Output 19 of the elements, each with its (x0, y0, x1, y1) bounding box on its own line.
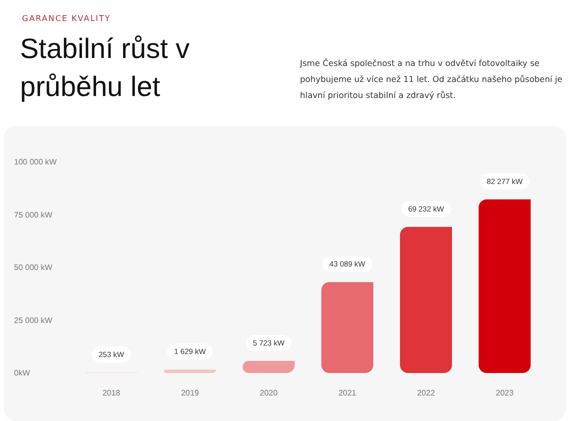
text: Jsme Česká společnost a na trhu v odvětví fotovoltaiky se pohybujeme už více než 11 let. Od začátku našeho působení je hlavní prioritou stabilní a zdravý růst. (300, 57, 564, 102)
y-tick-label: 25 000 kW (14, 316, 53, 325)
chart-title: Stabilní růst v průběhu let (20, 32, 191, 104)
bar (400, 226, 452, 373)
x-tick-label: 2019 (181, 388, 200, 398)
bar (242, 360, 295, 373)
x-tick-label: 2018 (102, 388, 121, 398)
y-tick-label: 75 000 kW (14, 210, 53, 220)
bar (478, 199, 531, 373)
x-tick-label: 2023 (496, 388, 514, 398)
y-tick-label: 100 000 kW (14, 158, 58, 166)
y-tick-label: 50 000 kW (14, 263, 53, 272)
chart-subtitle: GARANCE KVALITY (22, 14, 111, 23)
x-tick-label: 2022 (417, 388, 436, 398)
bar (164, 370, 216, 373)
x-tick-label: 2020 (260, 388, 278, 398)
x-tick-label: 2021 (338, 388, 357, 398)
y-tick-label: 0kW (14, 368, 30, 378)
bar (321, 282, 374, 373)
